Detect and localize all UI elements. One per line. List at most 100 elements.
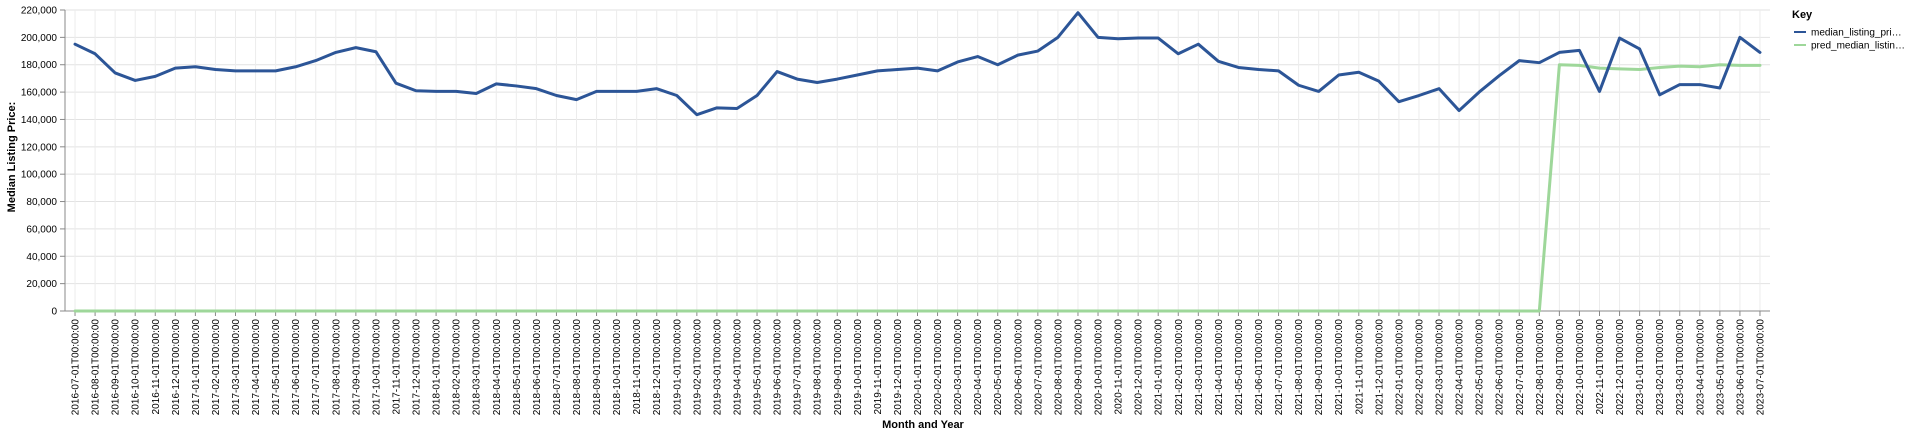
series-line-1 bbox=[73, 63, 1762, 313]
x-tick-label: 2021-01-01T00:00:00 bbox=[1154, 319, 1165, 416]
x-tick-label: 2020-12-01T00:00:00 bbox=[1134, 319, 1145, 416]
x-tick-label: 2017-04-01T00:00:00 bbox=[251, 319, 262, 416]
x-tick-label: 2021-09-01T00:00:00 bbox=[1314, 319, 1325, 416]
x-tick-label: 2019-02-01T00:00:00 bbox=[692, 319, 703, 416]
x-tick-label: 2020-01-01T00:00:00 bbox=[913, 319, 924, 416]
x-tick-label: 2023-04-01T00:00:00 bbox=[1695, 319, 1706, 416]
x-tick-label: 2023-06-01T00:00:00 bbox=[1735, 319, 1746, 416]
x-tick-label: 2017-05-01T00:00:00 bbox=[271, 319, 282, 416]
x-tick-label: 2019-04-01T00:00:00 bbox=[732, 319, 743, 416]
x-tick-label: 2019-07-01T00:00:00 bbox=[793, 319, 804, 416]
x-tick-label: 2019-06-01T00:00:00 bbox=[773, 319, 784, 416]
x-tick-label: 2020-06-01T00:00:00 bbox=[1013, 319, 1024, 416]
x-tick-label: 2019-08-01T00:00:00 bbox=[813, 319, 824, 416]
x-tick-label: 2017-10-01T00:00:00 bbox=[371, 319, 382, 416]
x-tick-label: 2017-01-01T00:00:00 bbox=[191, 319, 202, 416]
x-tick-label: 2016-07-01T00:00:00 bbox=[71, 319, 82, 416]
x-tick-label: 2019-12-01T00:00:00 bbox=[893, 319, 904, 416]
x-tick-label: 2018-10-01T00:00:00 bbox=[612, 319, 623, 416]
y-axis: 0 20,000 40,000 60,000 80,000 100,000 120,000 1… bbox=[21, 6, 66, 318]
x-tick-label: 2017-12-01T00:00:00 bbox=[412, 319, 423, 416]
x-tick-label: 2018-02-01T00:00:00 bbox=[452, 319, 463, 416]
y-tick-label: 0 bbox=[51, 307, 57, 318]
x-tick-label: 2020-09-01T00:00:00 bbox=[1073, 319, 1084, 416]
y-tick-label: 140,000 bbox=[21, 115, 58, 126]
x-axis: 2016-07-01T00:00:00 2016-08-01T00:00:00 20… bbox=[65, 310, 1770, 416]
x-tick-label: 2020-02-01T00:00:00 bbox=[933, 319, 944, 416]
y-tick-label: 180,000 bbox=[21, 60, 58, 71]
x-tick-label: 2019-01-01T00:00:00 bbox=[672, 319, 683, 416]
x-tick-label: 2021-04-01T00:00:00 bbox=[1214, 319, 1225, 416]
x-tick-label: 2018-03-01T00:00:00 bbox=[472, 319, 483, 416]
y-tick-label: 80,000 bbox=[26, 197, 57, 208]
x-tick-label: 2017-08-01T00:00:00 bbox=[331, 319, 342, 416]
x-tick-label: 2018-04-01T00:00:00 bbox=[492, 319, 503, 416]
x-tick-label: 2020-11-01T00:00:00 bbox=[1114, 319, 1125, 415]
x-tick-label: 2020-07-01T00:00:00 bbox=[1033, 319, 1044, 416]
x-tick-label: 2022-04-01T00:00:00 bbox=[1455, 319, 1466, 416]
x-tick-label: 2022-10-01T00:00:00 bbox=[1575, 319, 1586, 416]
x-tick-label: 2018-09-01T00:00:00 bbox=[592, 319, 603, 416]
x-tick-label: 2017-03-01T00:00:00 bbox=[231, 319, 242, 416]
y-tick-label: 220,000 bbox=[21, 6, 58, 17]
y-tick-label: 40,000 bbox=[26, 252, 57, 263]
x-tick-label: 2022-01-01T00:00:00 bbox=[1394, 319, 1405, 416]
x-tick-label: 2017-02-01T00:00:00 bbox=[211, 319, 222, 416]
x-tick-label: 2021-03-01T00:00:00 bbox=[1194, 319, 1205, 416]
x-tick-label: 2017-06-01T00:00:00 bbox=[291, 319, 302, 416]
x-tick-label: 2021-08-01T00:00:00 bbox=[1294, 319, 1305, 416]
x-tick-label: 2021-05-01T00:00:00 bbox=[1234, 319, 1245, 416]
x-tick-label: 2018-06-01T00:00:00 bbox=[532, 319, 543, 416]
x-tick-label: 2021-12-01T00:00:00 bbox=[1374, 319, 1385, 416]
x-tick-label: 2022-02-01T00:00:00 bbox=[1414, 319, 1425, 416]
x-tick-label: 2023-02-01T00:00:00 bbox=[1655, 319, 1666, 416]
x-tick-label: 2018-08-01T00:00:00 bbox=[572, 319, 583, 416]
legend: Key median_listing_pri… pred_median_listi… bbox=[1792, 9, 1905, 52]
x-tick-label: 2016-08-01T00:00:00 bbox=[91, 319, 102, 416]
legend-label: median_listing_pri… bbox=[1811, 28, 1902, 39]
y-tick-label: 160,000 bbox=[21, 88, 58, 99]
y-tick-label: 120,000 bbox=[21, 142, 58, 153]
x-tick-label: 2022-12-01T00:00:00 bbox=[1615, 319, 1626, 416]
x-tick-label: 2022-03-01T00:00:00 bbox=[1435, 319, 1446, 416]
x-tick-label: 2021-06-01T00:00:00 bbox=[1254, 319, 1265, 416]
legend-label: pred_median_listin… bbox=[1811, 41, 1905, 52]
x-tick-label: 2020-04-01T00:00:00 bbox=[973, 319, 984, 416]
x-tick-label: 2017-09-01T00:00:00 bbox=[351, 319, 362, 416]
gridlines bbox=[65, 9, 1770, 312]
y-tick-label: 20,000 bbox=[26, 279, 57, 290]
series-lines bbox=[73, 11, 1762, 313]
x-tick-label: 2021-10-01T00:00:00 bbox=[1334, 319, 1345, 416]
x-tick-label: 2022-07-01T00:00:00 bbox=[1515, 319, 1526, 416]
x-tick-label: 2019-11-01T00:00:00 bbox=[873, 319, 884, 415]
x-tick-label: 2022-05-01T00:00:00 bbox=[1475, 319, 1486, 416]
x-tick-label: 2017-11-01T00:00:00 bbox=[391, 319, 402, 415]
x-tick-label: 2021-07-01T00:00:00 bbox=[1274, 319, 1285, 416]
x-tick-label: 2019-03-01T00:00:00 bbox=[712, 319, 723, 416]
legend-title: Key bbox=[1792, 9, 1813, 21]
x-tick-label: 2016-12-01T00:00:00 bbox=[171, 319, 182, 416]
x-tick-label: 2022-08-01T00:00:00 bbox=[1535, 319, 1546, 416]
x-tick-label: 2018-05-01T00:00:00 bbox=[512, 319, 523, 416]
y-tick-label: 60,000 bbox=[26, 224, 57, 235]
x-tick-label: 2019-09-01T00:00:00 bbox=[833, 319, 844, 416]
series-line-0 bbox=[73, 11, 1762, 117]
x-tick-label: 2023-07-01T00:00:00 bbox=[1755, 319, 1766, 416]
x-tick-label: 2019-10-01T00:00:00 bbox=[853, 319, 864, 416]
y-tick-label: 100,000 bbox=[21, 170, 58, 181]
x-tick-label: 2023-01-01T00:00:00 bbox=[1635, 319, 1646, 416]
x-tick-label: 2020-05-01T00:00:00 bbox=[993, 319, 1004, 416]
x-axis-title: Month and Year bbox=[882, 419, 964, 431]
x-tick-label: 2022-06-01T00:00:00 bbox=[1495, 319, 1506, 416]
x-tick-label: 2018-07-01T00:00:00 bbox=[552, 319, 563, 416]
x-tick-label: 2023-03-01T00:00:00 bbox=[1675, 319, 1686, 416]
y-axis-title: Median Listing Price: bbox=[6, 102, 18, 213]
x-tick-label: 2019-05-01T00:00:00 bbox=[753, 319, 764, 416]
x-tick-label: 2016-10-01T00:00:00 bbox=[131, 319, 142, 416]
x-tick-label: 2021-11-01T00:00:00 bbox=[1354, 319, 1365, 415]
x-tick-label: 2020-10-01T00:00:00 bbox=[1094, 319, 1105, 416]
y-tick-label: 200,000 bbox=[21, 33, 58, 44]
x-tick-label: 2022-11-01T00:00:00 bbox=[1595, 319, 1606, 415]
x-tick-label: 2023-05-01T00:00:00 bbox=[1715, 319, 1726, 416]
